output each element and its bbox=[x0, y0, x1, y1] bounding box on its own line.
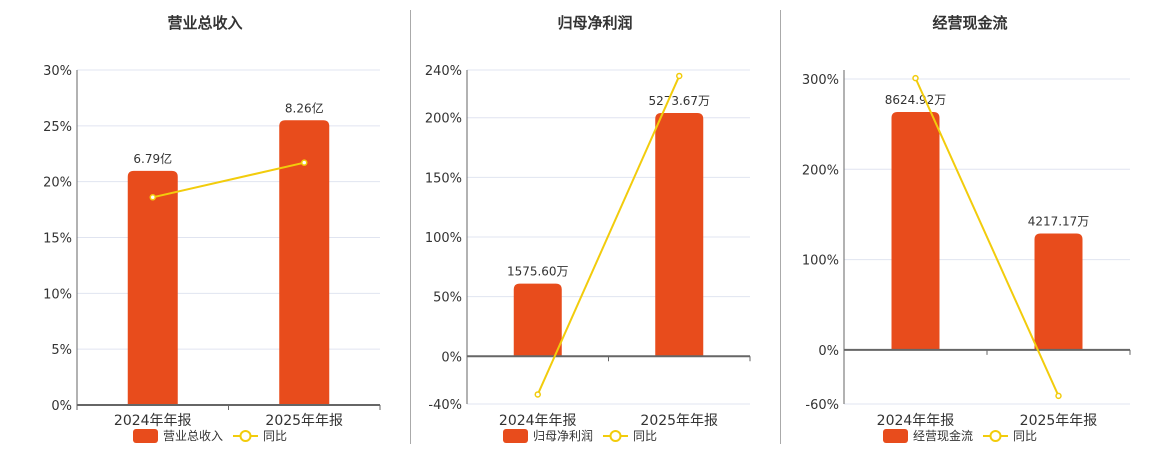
yoy-line bbox=[536, 75, 681, 395]
y-tick-label: 100% bbox=[425, 231, 462, 246]
x-tick-label: 2025年年报 bbox=[265, 413, 343, 429]
y-tick-label: 150% bbox=[425, 171, 462, 186]
bar bbox=[891, 111, 940, 350]
y-tick-label: 0% bbox=[818, 344, 839, 359]
legend-swatch-bar bbox=[503, 429, 528, 443]
bar-data-label: 6.79亿 bbox=[133, 151, 172, 166]
divider bbox=[780, 10, 781, 444]
revenue-chart: 0% 5% 10% 15% 20% 25% 30% 6.79亿 8.26亿 2024年年报 2025… bbox=[43, 64, 381, 443]
bar-data-label: 5273.67万 bbox=[648, 94, 710, 108]
y-tick-label: 200% bbox=[425, 112, 462, 127]
bar-data-label: 8.26亿 bbox=[285, 100, 324, 115]
bar bbox=[513, 283, 562, 357]
x-tick-label: 2025年年报 bbox=[1020, 413, 1098, 429]
y-tick-label: 25% bbox=[43, 120, 72, 135]
divider bbox=[410, 10, 411, 444]
y-tick-label: 0% bbox=[51, 399, 72, 414]
y-tick-label: 100% bbox=[802, 254, 839, 269]
x-tick-label: 2024年年报 bbox=[877, 413, 955, 429]
y-tick-label: 10% bbox=[43, 287, 72, 302]
y-tick-label: -60% bbox=[805, 398, 839, 413]
bar bbox=[1034, 233, 1083, 350]
bar-data-label: 8624.92万 bbox=[885, 93, 947, 107]
y-tick-label: 300% bbox=[802, 73, 839, 88]
yoy-point bbox=[534, 391, 541, 398]
y-tick-label: 15% bbox=[43, 232, 72, 247]
yoy-line bbox=[914, 77, 1060, 397]
yoy-point bbox=[1055, 392, 1062, 400]
legend-marker bbox=[239, 430, 252, 442]
legend-label: 同比 bbox=[263, 429, 287, 443]
x-tick-label: 2024年年报 bbox=[114, 413, 192, 429]
chart-title: 营业总收入 bbox=[167, 14, 243, 32]
y-tick-label: -40% bbox=[428, 398, 462, 413]
x-tick-label: 2025年年报 bbox=[640, 413, 718, 429]
legend-label: 营业总收入 bbox=[163, 429, 223, 443]
legend-label: 归母净利润 bbox=[533, 429, 593, 443]
chart-panel-revenue: 营业总收入 0% 5% 10% 15% 20% 25% 30% 6.79亿 8.26亿 2024年… bbox=[0, 0, 410, 450]
y-tick-label: 50% bbox=[433, 291, 462, 306]
bar-data-label: 4217.17万 bbox=[1028, 215, 1090, 229]
y-tick-label: 30% bbox=[43, 64, 72, 79]
x-tick-label: 2024年年报 bbox=[499, 413, 577, 429]
bar bbox=[279, 120, 330, 405]
legend-swatch-bar bbox=[133, 429, 158, 443]
chart-title: 归母净利润 bbox=[557, 14, 633, 32]
yoy-line bbox=[152, 161, 305, 199]
y-tick-label: 240% bbox=[425, 64, 462, 79]
legend-label: 同比 bbox=[1013, 429, 1037, 443]
legend-label: 同比 bbox=[633, 429, 657, 443]
yoy-point bbox=[301, 159, 308, 166]
legend-swatch-bar bbox=[883, 429, 908, 443]
bar bbox=[127, 170, 178, 405]
chart-title: 经营现金流 bbox=[932, 14, 1008, 32]
bar-data-label: 1575.60万 bbox=[507, 265, 569, 279]
legend-marker bbox=[989, 430, 1002, 442]
y-tick-label: 200% bbox=[802, 163, 839, 178]
yoy-point bbox=[149, 194, 156, 201]
legend-label: 经营现金流 bbox=[913, 428, 973, 443]
bar bbox=[655, 112, 704, 357]
y-tick-label: 20% bbox=[43, 176, 72, 191]
yoy-point bbox=[676, 72, 683, 80]
yoy-point bbox=[912, 74, 919, 82]
legend-marker bbox=[609, 430, 622, 442]
y-tick-label: 5% bbox=[51, 343, 72, 358]
y-tick-label: 0% bbox=[441, 350, 462, 365]
